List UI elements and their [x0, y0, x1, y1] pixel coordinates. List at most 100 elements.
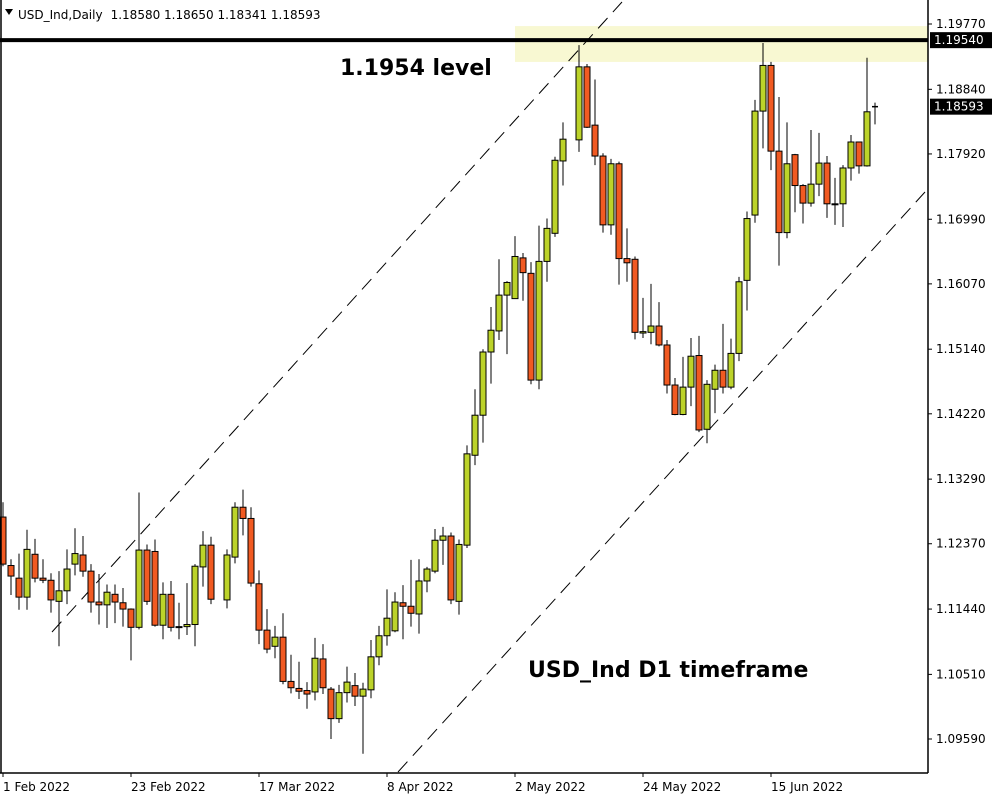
triangle-down-icon[interactable]: [5, 9, 13, 15]
candle: [687, 337, 695, 407]
candle: [855, 141, 863, 174]
candle-body: [487, 329, 495, 353]
candle: [295, 661, 303, 699]
candle-body: [31, 553, 39, 579]
candle: [0, 502, 7, 567]
channel-lower-line[interactable]: [397, 191, 926, 773]
candle-body: [607, 163, 615, 226]
y-tick-label: 1.10510: [936, 667, 986, 681]
candle-body: [471, 414, 479, 456]
candle-body: [391, 601, 399, 632]
candle-body: [519, 257, 527, 274]
candle-body: [311, 657, 319, 693]
candle-body: [263, 629, 271, 650]
candle: [679, 356, 687, 416]
candle-body: [847, 141, 855, 169]
candle-body: [247, 517, 255, 584]
candle-body: [735, 281, 743, 354]
y-tick-label: 1.13290: [936, 472, 986, 486]
candle: [135, 492, 143, 630]
candle: [311, 637, 319, 701]
candle: [239, 489, 247, 536]
candle-body: [775, 150, 783, 234]
y-tick-label: 1.12370: [936, 537, 986, 551]
candle: [439, 526, 447, 565]
y-tick-label: 1.09590: [936, 732, 986, 746]
candle-body: [727, 352, 735, 388]
candle: [599, 153, 607, 233]
x-tick-label: 2 May 2022: [515, 780, 586, 794]
candle: [783, 122, 791, 239]
candle: [839, 165, 847, 227]
candle-body: [375, 635, 383, 658]
candle-body: [767, 64, 775, 152]
candle: [183, 583, 191, 636]
candle-body: [703, 383, 711, 430]
x-tick-label: 24 May 2022: [643, 780, 721, 794]
candle: [447, 532, 455, 605]
candle-body: [151, 550, 159, 626]
candle: [519, 252, 527, 301]
candle-body: [799, 185, 807, 204]
candle: [543, 218, 551, 282]
level-annotation: 1.1954 level: [340, 56, 492, 81]
candle: [407, 559, 415, 627]
candle: [167, 580, 175, 632]
candle-body: [407, 605, 415, 614]
candle-body: [351, 685, 359, 697]
candle-body: [191, 565, 199, 626]
candle-body: [47, 579, 55, 601]
candle: [231, 502, 239, 564]
candle: [631, 256, 639, 340]
candle: [143, 544, 151, 605]
candle: [535, 225, 543, 390]
candle-body: [343, 681, 351, 694]
candle: [487, 307, 495, 384]
y-tick-label: 1.15140: [936, 342, 986, 356]
candle-body: [63, 568, 71, 592]
candle-body: [463, 453, 471, 546]
candle: [791, 153, 799, 213]
candle-body: [431, 539, 439, 572]
candle: [287, 654, 295, 694]
candle: [127, 608, 135, 661]
candle: [71, 528, 79, 576]
x-tick-label: 23 Feb 2022: [131, 780, 206, 794]
candle-body: [679, 386, 687, 416]
candle-body: [271, 636, 279, 647]
channel-upper-line[interactable]: [51, 1, 623, 633]
candle-body: [0, 516, 7, 565]
candle-body: [55, 590, 63, 602]
candle: [759, 42, 767, 149]
candle-body: [303, 690, 311, 695]
candle-body: [655, 325, 663, 346]
current-price-label: 1.18593: [934, 100, 984, 114]
y-tick-label: 1.16070: [936, 277, 986, 291]
current-price-label-box: [930, 98, 992, 115]
candle-body: [711, 369, 719, 390]
candle-body: [335, 692, 343, 720]
candle: [55, 571, 63, 647]
candle-body: [111, 593, 119, 603]
candle-body: [183, 624, 191, 628]
candle-body: [15, 577, 23, 598]
candle-body: [511, 255, 519, 300]
candle: [303, 682, 311, 709]
candle: [391, 592, 399, 633]
candle: [359, 682, 367, 754]
candle-body: [447, 535, 455, 601]
candle-body: [367, 656, 375, 691]
candle-body: [103, 591, 111, 606]
candle-body: [623, 258, 631, 264]
candle-body: [119, 602, 127, 610]
candle-body: [79, 554, 87, 572]
candle-body: [639, 331, 647, 334]
candle: [199, 531, 207, 587]
candle: [863, 57, 871, 167]
candle-body: [751, 110, 759, 216]
candle-body: [159, 593, 167, 626]
candle: [423, 566, 431, 593]
candle: [263, 609, 271, 654]
candle-body: [631, 258, 639, 333]
candle: [847, 134, 855, 181]
